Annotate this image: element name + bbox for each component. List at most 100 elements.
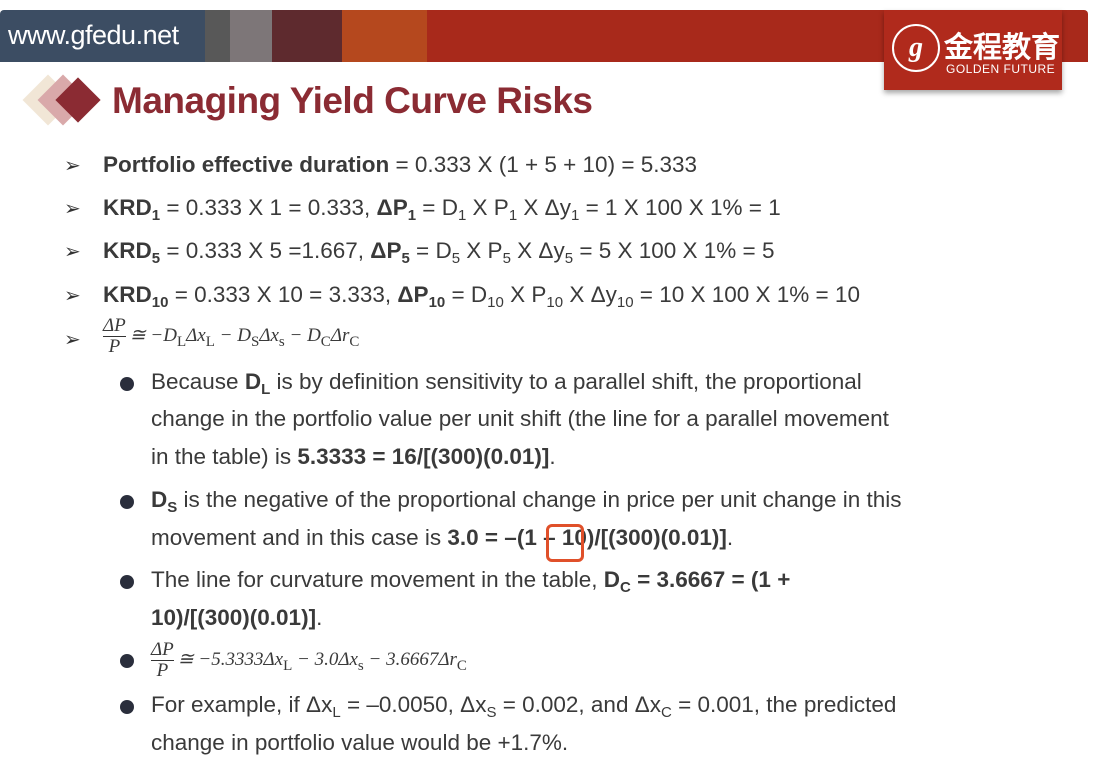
arrow-bullet-icon: ➢ bbox=[64, 198, 81, 220]
math-segment: L bbox=[283, 657, 293, 674]
subscript: 1 bbox=[407, 207, 417, 224]
text-segment: X Δy bbox=[510, 238, 565, 263]
text-segment: X Δy bbox=[563, 282, 617, 307]
math-segment: C bbox=[456, 657, 467, 674]
subscript: S bbox=[486, 704, 497, 721]
fraction: ΔP P bbox=[151, 640, 174, 681]
sub-bullet-line: 10)/[(300)(0.01)]. bbox=[151, 605, 322, 631]
text-segment: is the negative of the proportional chan… bbox=[177, 487, 902, 512]
subscript: C bbox=[661, 704, 672, 721]
logo-seal-icon: g bbox=[892, 24, 940, 72]
text-segment: = 0.333 X 10 = 3.333, bbox=[168, 282, 398, 307]
bullet-line: KRD10 = 0.333 X 10 = 3.333, ΔP10 = D10 X… bbox=[103, 282, 860, 311]
math-segment: L bbox=[176, 333, 187, 350]
subscript: C bbox=[619, 579, 631, 596]
text-segment: = D bbox=[409, 238, 452, 263]
math-segment: Δx bbox=[186, 324, 206, 346]
dot-bullet-icon bbox=[120, 700, 134, 714]
math-segment: C bbox=[320, 333, 331, 350]
math-segment: − 3.6667Δr bbox=[363, 648, 457, 670]
subscript: 1 bbox=[151, 207, 161, 224]
sub-bullet-line: For example, if ΔxL = –0.0050, ΔxS = 0.0… bbox=[151, 692, 896, 721]
arrow-bullet-icon: ➢ bbox=[64, 241, 81, 263]
text-segment: movement and in this case is bbox=[151, 525, 448, 550]
text-segment: in the table) is bbox=[151, 444, 298, 469]
banner-segment bbox=[230, 10, 272, 62]
math-segment: Δx bbox=[259, 324, 279, 346]
text-segment: . bbox=[316, 605, 323, 630]
banner-segment bbox=[342, 10, 427, 62]
subscript: S bbox=[167, 499, 178, 516]
math-segment: C bbox=[349, 333, 360, 350]
formula: ΔP P ≅ −DLΔxL − DSΔxs − DCΔrC bbox=[103, 316, 359, 357]
text-segment: . bbox=[549, 444, 556, 469]
bullet-line: Portfolio effective duration = 0.333 X (… bbox=[103, 152, 697, 178]
subscript: 5 bbox=[401, 250, 410, 267]
text-segment: ΔP bbox=[376, 195, 408, 220]
subscript: L bbox=[261, 381, 271, 398]
arrow-bullet-icon: ➢ bbox=[64, 285, 81, 307]
slide-title: Managing Yield Curve Risks bbox=[112, 80, 593, 121]
site-url: www.gfedu.net bbox=[8, 20, 179, 50]
subscript: 10 bbox=[616, 294, 634, 311]
arrow-bullet-icon: ➢ bbox=[64, 329, 81, 351]
fraction-part: P bbox=[156, 660, 169, 681]
highlight-box bbox=[546, 524, 584, 562]
math-segment: − D bbox=[284, 324, 321, 346]
fraction-part: ΔP bbox=[151, 639, 174, 661]
arrow-bullet-icon: ➢ bbox=[64, 155, 81, 177]
text-segment: ΔP bbox=[397, 282, 429, 307]
subscript: 5 bbox=[451, 250, 461, 267]
text-segment: D bbox=[244, 369, 262, 394]
text-segment: KRD bbox=[103, 282, 152, 307]
bullet-line: KRD5 = 0.333 X 5 =1.667, ΔP5 = D5 X P5 X… bbox=[103, 238, 775, 267]
subscript: 1 bbox=[457, 207, 467, 224]
sub-bullet-line: DS is the negative of the proportional c… bbox=[151, 487, 902, 516]
text-segment: = 0.333 X 5 =1.667, bbox=[160, 238, 371, 263]
math-segment: Δr bbox=[330, 324, 350, 346]
logo: g 金程教育 GOLDEN FUTURE bbox=[884, 10, 1062, 90]
subscript: 5 bbox=[151, 250, 161, 267]
text-segment: 3.0 = –(1 – 10)/[(300)(0.01)] bbox=[447, 525, 727, 550]
text-segment: is by definition sensitivity to a parall… bbox=[270, 369, 862, 394]
subscript: 10 bbox=[428, 294, 446, 311]
subscript: 10 bbox=[487, 294, 504, 311]
text-segment: = 3.6667 = (1 + bbox=[630, 567, 791, 592]
text-segment: D bbox=[603, 567, 620, 592]
math-segment: − D bbox=[214, 324, 251, 346]
text-segment: change in portfolio value would be +1.7%… bbox=[151, 730, 569, 755]
formula: ΔP P ≅ −5.3333ΔxL − 3.0Δxs − 3.6667ΔrC bbox=[151, 640, 467, 681]
subscript: 10 bbox=[151, 294, 169, 311]
text-segment: = 5 X 100 X 1% = 5 bbox=[573, 238, 775, 263]
text-segment: For example, if Δx bbox=[151, 692, 333, 717]
text-segment: = 0.333 X (1 + 5 + 10) = 5.333 bbox=[389, 152, 698, 177]
banner-segment bbox=[205, 10, 230, 62]
text-segment: X P bbox=[466, 195, 509, 220]
fraction: ΔP P bbox=[103, 316, 126, 357]
fraction-part: ΔP bbox=[103, 315, 126, 337]
text-segment: . bbox=[726, 525, 734, 550]
sub-bullet-line: movement and in this case is 3.0 = –(1 –… bbox=[151, 525, 733, 551]
dot-bullet-icon bbox=[120, 654, 134, 668]
math-segment: ≅ −5.3333Δx bbox=[177, 648, 284, 670]
subscript: 5 bbox=[564, 250, 574, 267]
math-segment: s bbox=[278, 333, 285, 350]
math-segment: L bbox=[205, 333, 215, 350]
dot-bullet-icon bbox=[120, 575, 134, 589]
text-segment: Portfolio effective duration bbox=[103, 152, 390, 177]
sub-bullet-line: in the table) is 5.3333 = 16/[(300)(0.01… bbox=[151, 444, 556, 470]
subscript: L bbox=[332, 704, 341, 721]
text-segment: change in the portfolio value per unit s… bbox=[151, 406, 889, 431]
text-segment: KRD bbox=[103, 238, 152, 263]
text-segment: 5.3333 = 16/[(300)(0.01)] bbox=[297, 444, 550, 469]
banner-segment bbox=[272, 10, 342, 62]
text-segment: 10)/[(300)(0.01)] bbox=[151, 605, 317, 630]
sub-bullet-line: Because DL is by definition sensitivity … bbox=[151, 369, 862, 398]
text-segment: = 0.002, and Δx bbox=[496, 692, 661, 717]
dot-bullet-icon bbox=[120, 377, 134, 391]
text-segment: ΔP bbox=[370, 238, 402, 263]
subscript: 5 bbox=[502, 250, 511, 267]
text-segment: Because bbox=[151, 369, 245, 394]
math-segment: s bbox=[357, 657, 364, 674]
text-segment: X P bbox=[460, 238, 503, 263]
